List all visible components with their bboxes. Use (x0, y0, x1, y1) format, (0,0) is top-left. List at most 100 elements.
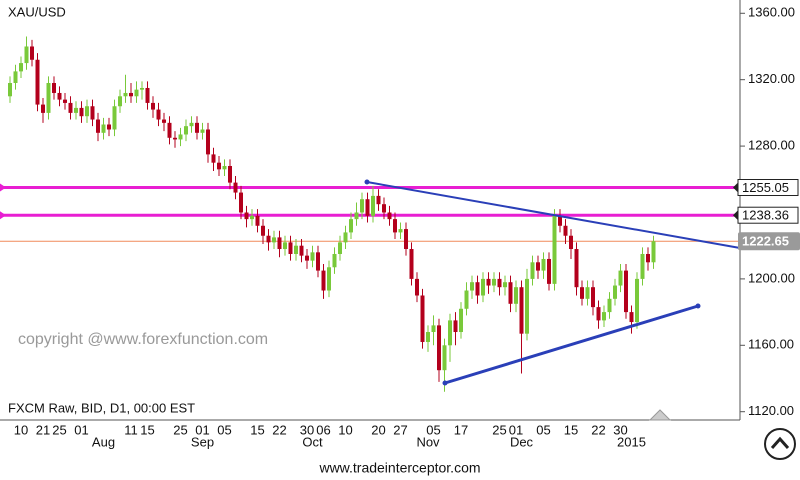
candle-body (536, 262, 540, 271)
candle-body (294, 245, 298, 254)
candle-body (409, 249, 414, 279)
x-tick-label: 25 (492, 422, 506, 437)
candle-body (189, 122, 194, 127)
x-tick-label: 05 (426, 422, 440, 437)
candle-body (206, 129, 210, 155)
candle-body (30, 46, 34, 60)
candle-body (24, 46, 29, 64)
candle-body (321, 270, 326, 291)
candle-body (431, 325, 436, 333)
candle-body (541, 258, 546, 271)
level-handle (0, 183, 6, 192)
x-tick-label: 11 (124, 422, 138, 437)
candle-body (464, 290, 469, 309)
nav-button[interactable] (764, 428, 796, 460)
candle-body (613, 285, 617, 299)
y-tick-label: 1160.00 (748, 337, 794, 352)
candle-body (448, 320, 452, 346)
candle-body (46, 83, 51, 113)
x-tick-label: 20 (371, 422, 385, 437)
x-tick-label: 01 (195, 422, 209, 437)
candle-body (371, 195, 375, 216)
candle-body (580, 287, 584, 299)
x-tick-label: 22 (272, 422, 286, 437)
last-price-box (738, 232, 800, 251)
candle-body (195, 122, 199, 133)
x-tick-label: 21 (36, 422, 50, 437)
nav-button-arrow[interactable] (770, 436, 790, 449)
candle-body (173, 137, 177, 140)
candle-body (57, 92, 62, 100)
candle-body (547, 258, 551, 284)
y-tick-label: 1200.00 (748, 270, 795, 285)
candle-body (239, 192, 243, 213)
candle-body (503, 282, 507, 288)
candle-body (222, 166, 227, 170)
level-label-pointer (733, 210, 738, 221)
candle-body (508, 282, 513, 304)
candle-body (112, 106, 117, 130)
candle-body (162, 119, 166, 123)
x-month-label: Sep (191, 434, 214, 449)
x-month-label: 2015 (617, 434, 646, 449)
trend-line (444, 304, 699, 385)
candle-body (607, 298, 612, 313)
nav-button-circle[interactable] (764, 428, 796, 460)
candle-body (63, 99, 67, 103)
x-tick-label: 05 (536, 422, 550, 437)
candle-body (492, 278, 496, 286)
candle-body (624, 270, 628, 313)
candle-body (602, 312, 606, 321)
candle-body (635, 278, 639, 323)
x-month-label: Nov (416, 434, 440, 449)
candle-body (475, 282, 480, 296)
candle-body (129, 92, 133, 97)
level-label: 1255.05 (742, 180, 789, 195)
candle-body (316, 252, 320, 271)
plot-area (0, 36, 740, 392)
candle-body (343, 232, 348, 243)
candle-body (519, 287, 524, 334)
scroll-marker[interactable] (648, 409, 672, 421)
candle-body (514, 287, 518, 304)
candle-body (200, 129, 205, 133)
candle-body (442, 345, 447, 371)
candle-body (591, 287, 595, 308)
x-tick-label: 25 (173, 422, 187, 437)
candle-body (393, 219, 397, 233)
candle-body (354, 212, 359, 220)
candle-body (52, 83, 56, 93)
trend-line (366, 181, 741, 249)
level-label: 1238.36 (742, 208, 789, 223)
candle-body (244, 212, 249, 220)
candle-body (574, 249, 579, 288)
candle-body (277, 237, 282, 250)
trend-handle (364, 179, 370, 185)
candle-body (640, 253, 645, 279)
candle-body (107, 124, 111, 130)
candle-body (459, 308, 463, 333)
candle-body (35, 59, 40, 105)
candle-body (261, 225, 265, 236)
candle-body (217, 162, 221, 170)
x-tick-label: 06 (316, 422, 330, 437)
candle-body (360, 199, 364, 213)
x-tick-label: 22 (591, 422, 605, 437)
candle-body (90, 106, 95, 120)
candle-body (74, 107, 78, 113)
candle-body (376, 195, 381, 205)
candle-body (118, 96, 122, 107)
candle-body (13, 71, 18, 84)
candle-body (178, 134, 183, 140)
candle-body (283, 242, 287, 250)
candle-body (338, 242, 342, 254)
candle-body (272, 237, 276, 243)
x-tick-label: 15 (564, 422, 578, 437)
candle-body (255, 215, 260, 226)
candle-body (101, 124, 106, 133)
candle-body (41, 104, 45, 113)
x-tick-label: 01 (74, 422, 88, 437)
candle-body (486, 278, 491, 286)
